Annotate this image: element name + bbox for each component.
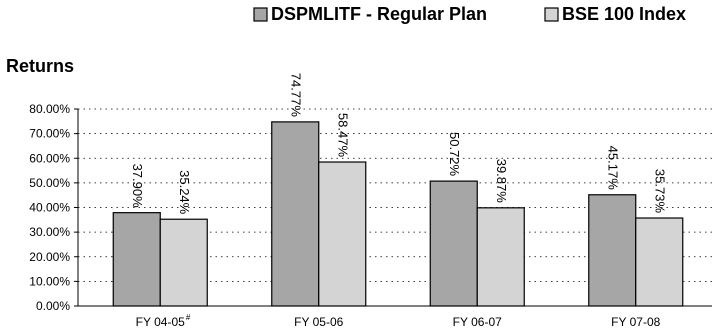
bars bbox=[113, 122, 683, 306]
data-label: 45.17% bbox=[605, 146, 620, 191]
bar bbox=[160, 219, 207, 306]
y-tick-label: 0.00% bbox=[36, 299, 70, 313]
chart-title: Returns bbox=[6, 56, 74, 76]
data-label: 58.47% bbox=[335, 113, 350, 158]
x-tick-label: FY 07-08 bbox=[611, 315, 660, 329]
legend: DSPMLITF - Regular Plan BSE 100 Index bbox=[254, 4, 686, 24]
data-label: 50.72% bbox=[447, 132, 462, 177]
legend-swatch-bse100 bbox=[545, 8, 558, 21]
bar bbox=[272, 122, 319, 306]
bar bbox=[636, 218, 683, 306]
bar bbox=[430, 181, 477, 306]
x-tick-label: FY 04-05 bbox=[136, 315, 185, 329]
y-tick-label: 60.00% bbox=[29, 151, 70, 165]
data-label: 74.77% bbox=[288, 73, 303, 118]
data-label: 35.24% bbox=[177, 170, 192, 215]
y-tick-label: 70.00% bbox=[29, 127, 70, 141]
legend-swatch-dspmlitf bbox=[254, 8, 267, 21]
x-tick-label: FY 06-07 bbox=[453, 315, 502, 329]
y-tick-label: 20.00% bbox=[29, 250, 70, 264]
data-label: 39.87% bbox=[494, 159, 509, 204]
x-tick-label: FY 05-06 bbox=[294, 315, 343, 329]
bar bbox=[477, 208, 524, 306]
data-label: 35.73% bbox=[652, 169, 667, 214]
y-tick-label: 50.00% bbox=[29, 176, 70, 190]
x-tick-superscript: # bbox=[186, 313, 191, 322]
bar bbox=[319, 162, 366, 306]
y-tick-label: 40.00% bbox=[29, 201, 70, 215]
bar bbox=[113, 213, 160, 306]
legend-label-bse100: BSE 100 Index bbox=[562, 4, 686, 24]
y-tick-label: 30.00% bbox=[29, 225, 70, 239]
bar bbox=[589, 195, 636, 306]
legend-label-dspmlitf: DSPMLITF - Regular Plan bbox=[271, 4, 487, 24]
y-tick-label: 80.00% bbox=[29, 102, 70, 116]
y-tick-label: 10.00% bbox=[29, 274, 70, 288]
data-label: 37.90% bbox=[130, 164, 145, 209]
data-labels: 37.90% 35.24% 74.77% 58.47% 50.72% 39.87% 45.1… bbox=[130, 73, 668, 215]
